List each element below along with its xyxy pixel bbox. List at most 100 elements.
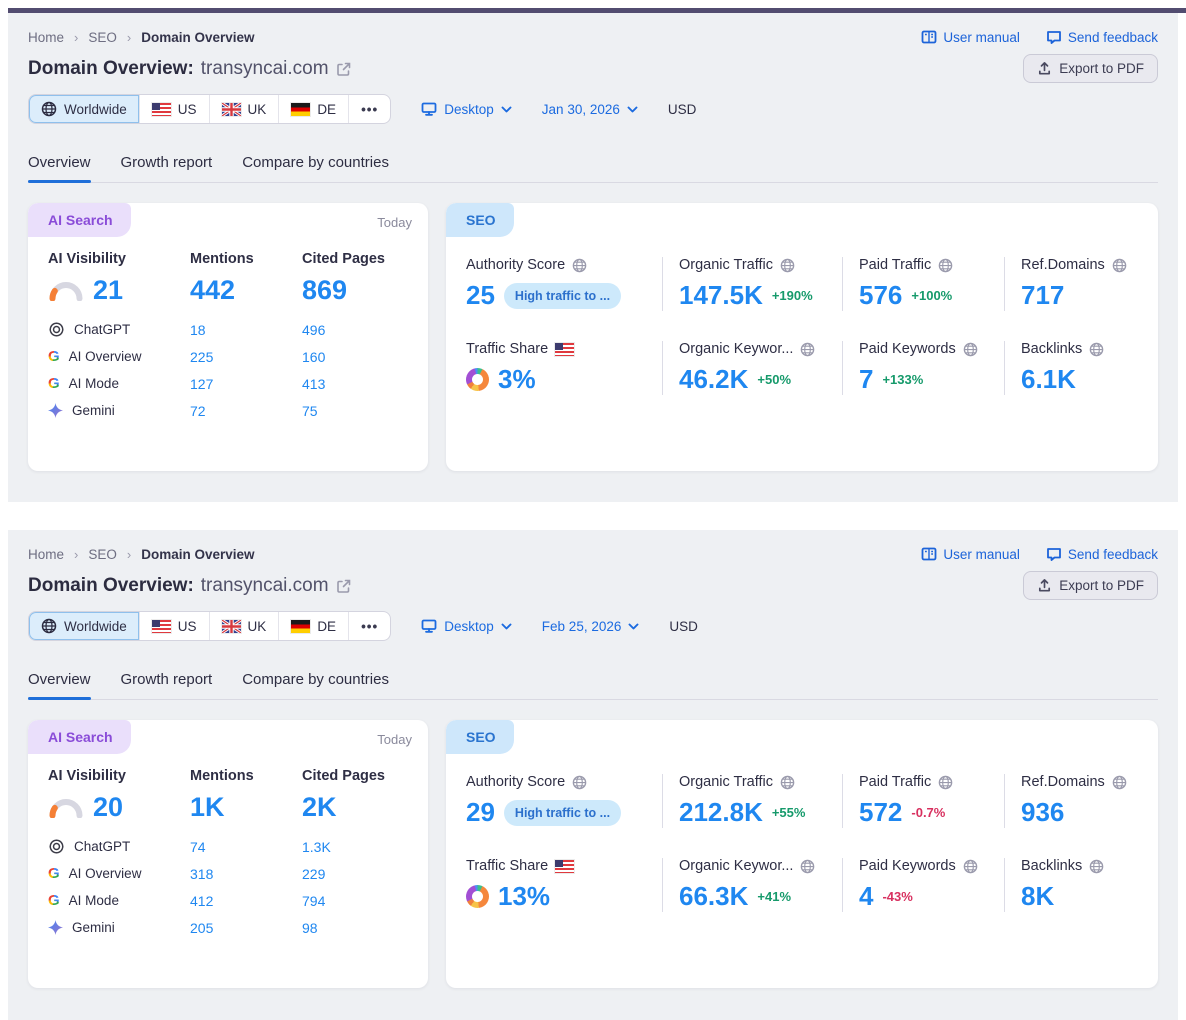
breadcrumb-home[interactable]: Home bbox=[28, 546, 65, 562]
export-to-pdf-button[interactable]: Export to PDF bbox=[1023, 571, 1158, 600]
info-globe-icon[interactable] bbox=[572, 258, 587, 273]
breadcrumb-home[interactable]: Home bbox=[28, 29, 65, 45]
metric-value[interactable]: 4 bbox=[859, 881, 874, 911]
region-worldwide-button[interactable]: Worldwide bbox=[29, 612, 140, 640]
info-globe-icon[interactable] bbox=[800, 859, 815, 874]
tab-compare-by-countries[interactable]: Compare by countries bbox=[242, 671, 389, 688]
breadcrumb-seo[interactable]: SEO bbox=[88, 546, 117, 562]
engine-mentions[interactable]: 205 bbox=[190, 919, 214, 936]
metric-value[interactable]: 576 bbox=[859, 280, 903, 310]
engine-cited[interactable]: 1.3K bbox=[302, 838, 331, 855]
tab-growth-report[interactable]: Growth report bbox=[120, 154, 213, 171]
tab-overview[interactable]: Overview bbox=[28, 671, 91, 700]
more-regions-button[interactable]: ••• bbox=[349, 612, 390, 640]
date-selector[interactable]: Jan 30, 2026 bbox=[542, 102, 638, 117]
metric-value[interactable]: 46.2K bbox=[679, 364, 749, 394]
metric-value[interactable]: 66.3K bbox=[679, 881, 749, 911]
metric-value[interactable]: 717 bbox=[1021, 280, 1065, 310]
engine-mentions[interactable]: 225 bbox=[190, 348, 214, 365]
region-de-button[interactable]: DE bbox=[279, 612, 350, 640]
user-manual-link[interactable]: User manual bbox=[921, 29, 1020, 45]
ai-search-tag: AI Search bbox=[28, 720, 131, 754]
engine-cited[interactable]: 229 bbox=[302, 865, 326, 882]
metric-value[interactable]: 147.5K bbox=[679, 280, 763, 310]
region-us-button[interactable]: US bbox=[140, 95, 210, 123]
mentions-total[interactable]: 442 bbox=[190, 275, 236, 305]
metric-value[interactable]: 6.1K bbox=[1021, 364, 1076, 394]
chevron-down-icon bbox=[501, 623, 512, 629]
info-globe-icon[interactable] bbox=[1112, 258, 1127, 273]
traffic-share-donut-icon bbox=[466, 368, 489, 391]
metric-change: +100% bbox=[911, 288, 953, 303]
send-feedback-link[interactable]: Send feedback bbox=[1046, 546, 1158, 562]
engine-mentions[interactable]: 72 bbox=[190, 402, 206, 419]
authority-badge[interactable]: High traffic to ... bbox=[503, 799, 622, 826]
metric-value[interactable]: 13% bbox=[498, 881, 551, 911]
info-globe-icon[interactable] bbox=[938, 258, 953, 273]
metric-value[interactable]: 212.8K bbox=[679, 797, 763, 827]
ai-visibility-value[interactable]: 20 bbox=[93, 792, 124, 822]
breadcrumb-separator: › bbox=[74, 29, 79, 45]
engine-cited[interactable]: 794 bbox=[302, 892, 326, 909]
metric-organic-keywords: Organic Keywor... 66.3K +41% bbox=[662, 858, 842, 912]
send-feedback-link[interactable]: Send feedback bbox=[1046, 29, 1158, 45]
info-globe-icon[interactable] bbox=[1089, 859, 1104, 874]
engine-cited[interactable]: 160 bbox=[302, 348, 326, 365]
more-regions-button[interactable]: ••• bbox=[349, 95, 390, 123]
external-link-icon[interactable] bbox=[336, 61, 352, 77]
info-globe-icon[interactable] bbox=[780, 258, 795, 273]
engine-mentions[interactable]: 318 bbox=[190, 865, 214, 882]
info-globe-icon[interactable] bbox=[963, 859, 978, 874]
engine-mentions[interactable]: 74 bbox=[190, 838, 206, 855]
metric-value[interactable]: 572 bbox=[859, 797, 903, 827]
cited-pages-total[interactable]: 2K bbox=[302, 792, 337, 822]
tab-compare-by-countries[interactable]: Compare by countries bbox=[242, 154, 389, 171]
region-uk-button[interactable]: UK bbox=[210, 95, 280, 123]
metric-value[interactable]: 25 bbox=[466, 280, 495, 310]
region-de-button[interactable]: DE bbox=[279, 95, 350, 123]
engine-cited[interactable]: 98 bbox=[302, 919, 318, 936]
info-globe-icon[interactable] bbox=[780, 775, 795, 790]
info-globe-icon[interactable] bbox=[938, 775, 953, 790]
tab-growth-report[interactable]: Growth report bbox=[120, 671, 213, 688]
chevron-down-icon bbox=[501, 106, 512, 112]
metric-label: Authority Score bbox=[466, 774, 566, 790]
engine-mentions[interactable]: 412 bbox=[190, 892, 214, 909]
info-globe-icon[interactable] bbox=[572, 775, 587, 790]
region-worldwide-label: Worldwide bbox=[64, 618, 127, 634]
ai-visibility-value[interactable]: 21 bbox=[93, 275, 124, 305]
metric-ref-domains: Ref.Domains 936 bbox=[1004, 774, 1138, 828]
engine-mentions[interactable]: 18 bbox=[190, 321, 206, 338]
info-globe-icon[interactable] bbox=[800, 342, 815, 357]
user-manual-link[interactable]: User manual bbox=[921, 546, 1020, 562]
engine-row-gemini: Gemini bbox=[48, 914, 190, 941]
engine-mentions[interactable]: 127 bbox=[190, 375, 214, 392]
gemini-icon bbox=[48, 403, 63, 418]
authority-badge[interactable]: High traffic to ... bbox=[503, 282, 622, 309]
external-link-icon[interactable] bbox=[336, 578, 352, 594]
cited-pages-total[interactable]: 869 bbox=[302, 275, 348, 305]
export-to-pdf-button[interactable]: Export to PDF bbox=[1023, 54, 1158, 83]
info-globe-icon[interactable] bbox=[963, 342, 978, 357]
metric-value[interactable]: 8K bbox=[1021, 881, 1055, 911]
metric-label: Paid Keywords bbox=[859, 858, 956, 874]
breadcrumb-seo[interactable]: SEO bbox=[88, 29, 117, 45]
report-panel-1: Home › SEO › Domain Overview User manual… bbox=[8, 13, 1178, 502]
region-us-button[interactable]: US bbox=[140, 612, 210, 640]
mentions-total[interactable]: 1K bbox=[190, 792, 225, 822]
metric-value[interactable]: 3% bbox=[498, 364, 536, 394]
region-uk-button[interactable]: UK bbox=[210, 612, 280, 640]
engine-cited[interactable]: 413 bbox=[302, 375, 326, 392]
tab-overview[interactable]: Overview bbox=[28, 154, 91, 183]
region-worldwide-button[interactable]: Worldwide bbox=[29, 95, 140, 123]
metric-value[interactable]: 29 bbox=[466, 797, 495, 827]
date-selector[interactable]: Feb 25, 2026 bbox=[542, 619, 640, 634]
device-selector[interactable]: Desktop bbox=[421, 101, 512, 117]
engine-cited[interactable]: 75 bbox=[302, 402, 318, 419]
info-globe-icon[interactable] bbox=[1089, 342, 1104, 357]
metric-value[interactable]: 936 bbox=[1021, 797, 1065, 827]
info-globe-icon[interactable] bbox=[1112, 775, 1127, 790]
device-selector[interactable]: Desktop bbox=[421, 618, 512, 634]
engine-cited[interactable]: 496 bbox=[302, 321, 326, 338]
metric-value[interactable]: 7 bbox=[859, 364, 874, 394]
